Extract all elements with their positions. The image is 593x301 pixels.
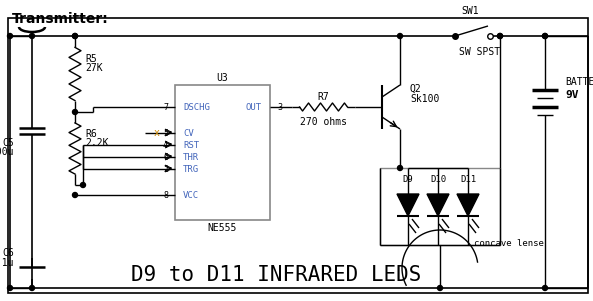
Text: 9V: 9V [565, 90, 579, 100]
Text: 2.2K: 2.2K [85, 138, 109, 148]
Text: OUT: OUT [246, 103, 262, 111]
Text: SW1: SW1 [461, 6, 479, 16]
Text: D9 to D11 INFRARED LEDS: D9 to D11 INFRARED LEDS [131, 265, 422, 285]
Text: THR: THR [183, 153, 199, 162]
Text: Sk100: Sk100 [410, 94, 439, 104]
Text: R7: R7 [318, 92, 329, 102]
Text: 270 ohms: 270 ohms [300, 117, 347, 127]
Text: C6: C6 [2, 248, 14, 258]
Circle shape [72, 110, 78, 114]
Text: R6: R6 [85, 129, 97, 139]
Text: DSCHG: DSCHG [183, 103, 210, 111]
Circle shape [30, 33, 34, 39]
Circle shape [8, 286, 12, 290]
Text: U3: U3 [216, 73, 228, 83]
Text: concave lense: concave lense [474, 238, 544, 247]
Circle shape [543, 286, 547, 290]
Polygon shape [397, 194, 419, 216]
Text: 5: 5 [163, 129, 168, 138]
Text: 6: 6 [163, 153, 168, 162]
Circle shape [397, 33, 403, 39]
Text: D10: D10 [430, 175, 446, 185]
Text: TRG: TRG [183, 165, 199, 173]
Circle shape [72, 33, 78, 39]
Text: 27K: 27K [85, 63, 103, 73]
Text: RST: RST [183, 141, 199, 150]
Polygon shape [427, 194, 449, 216]
Circle shape [8, 33, 12, 39]
Text: 0.1u: 0.1u [0, 258, 14, 268]
Polygon shape [457, 194, 479, 216]
Text: 4: 4 [163, 141, 168, 150]
Circle shape [72, 193, 78, 197]
Text: Transmitter:: Transmitter: [12, 12, 109, 26]
Circle shape [543, 33, 547, 39]
Circle shape [498, 33, 502, 39]
Text: NE555: NE555 [208, 223, 237, 233]
Text: CV: CV [183, 129, 194, 138]
Circle shape [72, 33, 78, 39]
Text: BATTERY: BATTERY [565, 77, 593, 87]
Text: 7: 7 [163, 103, 168, 111]
Circle shape [81, 182, 85, 188]
Text: D11: D11 [460, 175, 476, 185]
Text: 8: 8 [163, 191, 168, 200]
Circle shape [30, 286, 34, 290]
Text: Q2: Q2 [410, 84, 422, 94]
Text: 2: 2 [163, 165, 168, 173]
Text: 3: 3 [277, 103, 282, 111]
Text: D9: D9 [403, 175, 413, 185]
Text: x: x [154, 128, 160, 138]
Text: R5: R5 [85, 54, 97, 64]
Text: C5: C5 [2, 138, 14, 148]
Text: SW SPST: SW SPST [460, 47, 500, 57]
Text: VCC: VCC [183, 191, 199, 200]
Text: 100u: 100u [0, 147, 14, 157]
Circle shape [498, 33, 502, 39]
Bar [175, 85, 270, 220]
Bar [380, 168, 500, 245]
Circle shape [543, 33, 547, 39]
Circle shape [397, 166, 403, 170]
Circle shape [438, 286, 442, 290]
